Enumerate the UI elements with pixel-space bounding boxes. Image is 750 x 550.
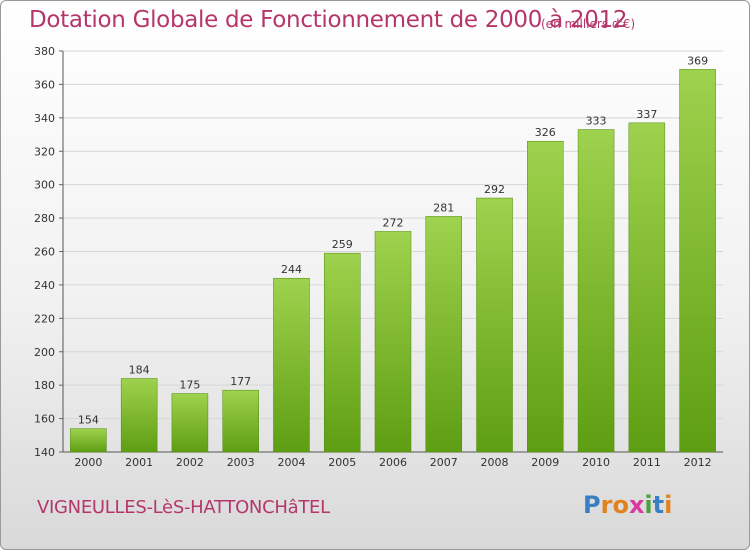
data-label-2001: 184 [129,363,150,376]
bar-2009 [527,140,564,453]
y-tick-label: 180 [34,379,55,392]
x-tick-label-2001: 2001 [125,456,153,469]
bar-2001 [120,378,158,453]
data-label-2009: 326 [535,126,556,139]
y-tick-label: 260 [34,246,55,259]
bars [70,69,716,453]
logo-letter: r [600,491,613,519]
bar-2008 [476,197,513,453]
bar-2010 [577,129,615,453]
data-label-2007: 281 [433,201,454,214]
y-tick-label: 140 [34,446,55,459]
bar-2006 [374,231,412,453]
x-tick-label-2002: 2002 [176,456,204,469]
y-tick-label: 160 [34,413,55,426]
data-label-2000: 154 [78,414,99,427]
logo-letter: x [628,491,645,519]
data-label-2008: 292 [484,183,505,196]
y-tick-label: 340 [34,112,55,125]
data-labels: 154 184 175 177 244 259 272 281 292 326 333 337 369 [78,54,708,426]
data-label-2004: 244 [281,263,302,276]
y-tick-label: 360 [34,78,55,91]
y-tick-label: 240 [34,279,55,292]
bar-2002 [171,393,209,453]
unit-note: (en milliers d'€) [541,17,636,31]
proxiti-logo[interactable]: Proxiti [583,491,672,519]
data-label-2005: 259 [332,238,353,251]
logo-letter: o [612,491,629,519]
data-label-2002: 175 [179,379,200,392]
data-label-2010: 333 [586,115,607,128]
data-label-2003: 177 [230,375,251,388]
x-tick-label-2005: 2005 [328,456,356,469]
bar-2005 [323,252,361,453]
x-tick-label-2003: 2003 [227,456,255,469]
x-tick-label-2004: 2004 [277,456,305,469]
y-tick-label: 220 [34,312,55,325]
logo-letter: i [664,491,673,519]
y-tick-label: 320 [34,145,55,158]
data-label-2006: 272 [383,216,404,229]
x-axis-labels: 2000 2001 2002 2003 2004 2005 2006 2007 2008 2009… [74,456,711,469]
y-tick-label: 300 [34,179,55,192]
logo-letter: P [583,491,601,519]
data-label-2012: 369 [687,54,708,67]
logo-letter: t [652,491,665,519]
x-tick-label-2009: 2009 [531,456,559,469]
commune-name: VIGNEULLES-LèS-HATTONCHâTEL [37,497,330,518]
bar-2012 [679,69,716,453]
x-tick-label-2000: 2000 [74,456,102,469]
bar-2011 [628,122,666,453]
x-tick-label-2012: 2012 [684,456,712,469]
x-tick-label-2008: 2008 [481,456,509,469]
y-tick-label: 380 [34,45,55,58]
bar-2003 [222,389,259,453]
bar-2004 [273,277,310,453]
bar-2007 [425,216,463,453]
chart-title: Dotation Globale de Fonctionnement de 20… [29,7,628,33]
x-tick-label-2006: 2006 [379,456,407,469]
x-tick-label-2007: 2007 [430,456,458,469]
x-tick-label-2010: 2010 [582,456,610,469]
x-tick-label-2011: 2011 [633,456,661,469]
bar-2000 [70,428,107,453]
y-tick-label: 280 [34,212,55,225]
data-label-2011: 337 [636,108,657,121]
y-tick-label: 200 [34,346,55,359]
logo-letter: i [644,491,653,519]
